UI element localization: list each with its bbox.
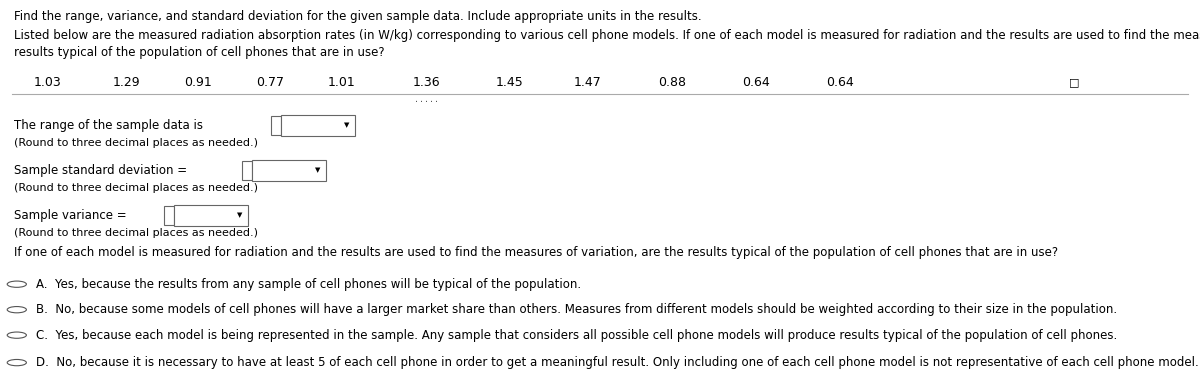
FancyBboxPatch shape — [281, 115, 355, 136]
Text: 1.36: 1.36 — [412, 76, 440, 89]
FancyBboxPatch shape — [242, 161, 252, 180]
Text: 0.91: 0.91 — [184, 76, 212, 89]
Text: (Round to three decimal places as needed.): (Round to three decimal places as needed… — [14, 138, 258, 148]
Text: (Round to three decimal places as needed.): (Round to three decimal places as needed… — [14, 183, 258, 193]
Text: 1.47: 1.47 — [574, 76, 602, 89]
Text: results typical of the population of cell phones that are in use?: results typical of the population of cel… — [14, 46, 385, 59]
FancyBboxPatch shape — [252, 160, 326, 181]
Text: □: □ — [1069, 77, 1079, 87]
FancyBboxPatch shape — [164, 206, 174, 225]
Circle shape — [7, 307, 26, 313]
Text: B.  No, because some models of cell phones will have a larger market share than : B. No, because some models of cell phone… — [36, 303, 1117, 316]
Text: The range of the sample data is: The range of the sample data is — [14, 119, 204, 132]
Text: ▼: ▼ — [316, 167, 320, 174]
Text: If one of each model is measured for radiation and the results are used to find : If one of each model is measured for rad… — [14, 246, 1058, 260]
Text: Sample variance =: Sample variance = — [14, 209, 127, 222]
Text: A.  Yes, because the results from any sample of cell phones will be typical of t: A. Yes, because the results from any sam… — [36, 278, 581, 291]
FancyBboxPatch shape — [271, 116, 281, 135]
Text: ▼: ▼ — [344, 122, 349, 129]
Text: 1.03: 1.03 — [34, 76, 62, 89]
Text: 0.64: 0.64 — [742, 76, 770, 89]
Text: D.  No, because it is necessary to have at least 5 of each cell phone in order t: D. No, because it is necessary to have a… — [36, 356, 1199, 369]
FancyBboxPatch shape — [174, 205, 248, 226]
Text: 1.01: 1.01 — [328, 76, 356, 89]
Text: (Round to three decimal places as needed.): (Round to three decimal places as needed… — [14, 228, 258, 238]
Circle shape — [7, 332, 26, 338]
Text: 1.45: 1.45 — [496, 76, 524, 89]
Text: .....: ..... — [414, 96, 438, 104]
Text: C.  Yes, because each model is being represented in the sample. Any sample that : C. Yes, because each model is being repr… — [36, 328, 1117, 342]
Circle shape — [7, 281, 26, 287]
Text: ▼: ▼ — [238, 212, 242, 219]
Circle shape — [7, 359, 26, 366]
Text: 1.29: 1.29 — [112, 76, 140, 89]
Text: Sample standard deviation =: Sample standard deviation = — [14, 164, 187, 177]
Text: 0.88: 0.88 — [658, 76, 686, 89]
Text: 0.77: 0.77 — [256, 76, 284, 89]
Text: Find the range, variance, and standard deviation for the given sample data. Incl: Find the range, variance, and standard d… — [14, 10, 702, 23]
Text: Listed below are the measured radiation absorption rates (in W/kg) corresponding: Listed below are the measured radiation … — [14, 29, 1200, 42]
Text: 0.64: 0.64 — [826, 76, 854, 89]
